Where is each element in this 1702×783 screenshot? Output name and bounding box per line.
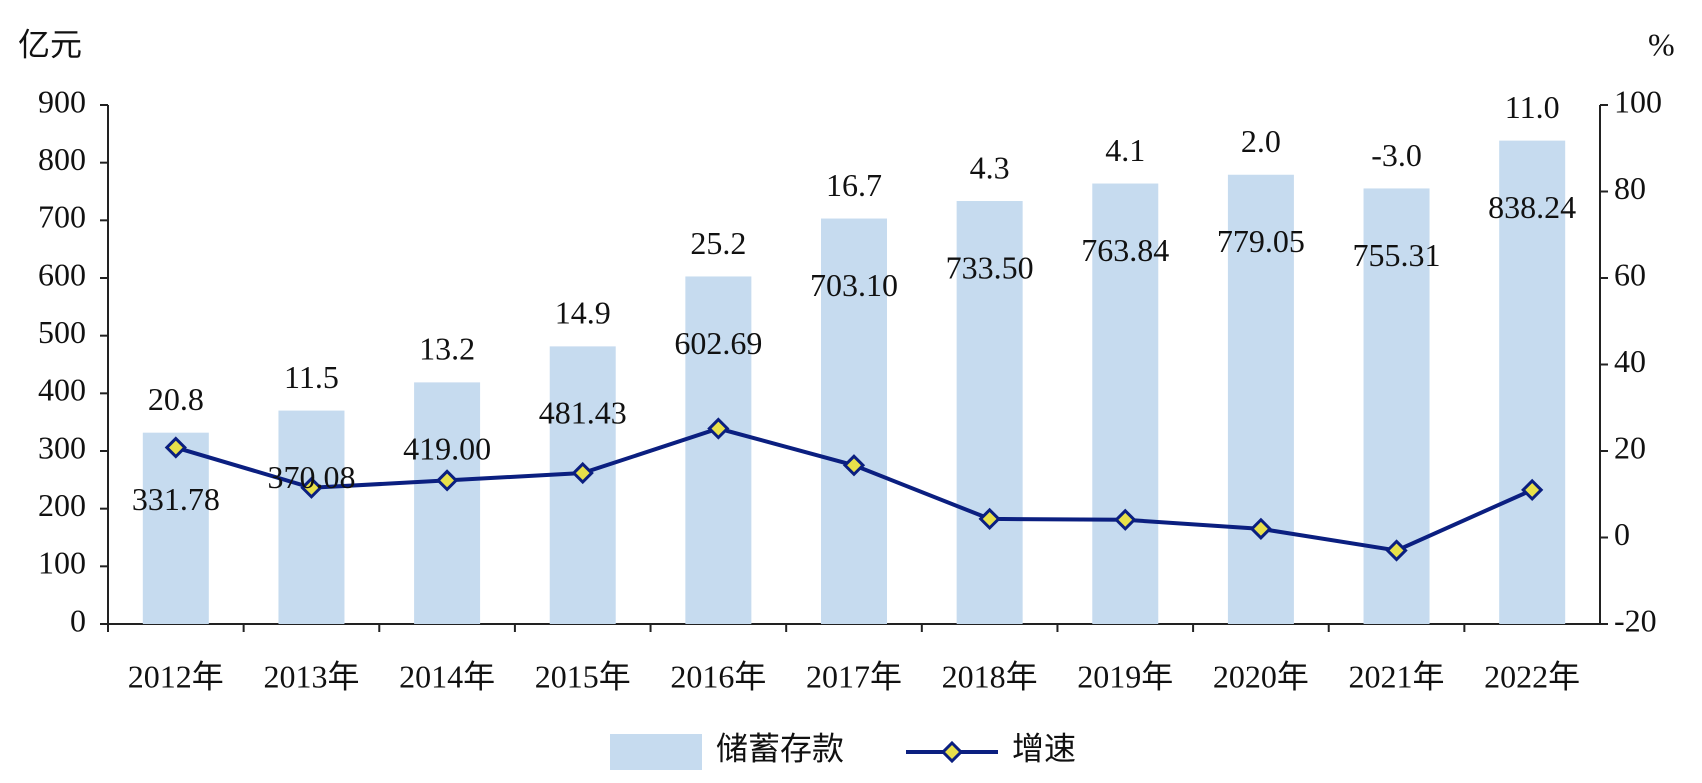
x-tick-label: 2022年 <box>1484 658 1580 694</box>
x-tick-label: 2021年 <box>1349 658 1445 694</box>
y-tick-label: 700 <box>38 199 86 235</box>
y-tick-label: 400 <box>38 372 86 408</box>
y2-tick-label: 0 <box>1614 516 1630 552</box>
marker <box>300 476 323 499</box>
y2-tick-label: 80 <box>1614 170 1646 206</box>
line-value-label: -3.0 <box>1371 137 1422 173</box>
marker <box>1249 517 1273 540</box>
y2-tick-label: 20 <box>1614 429 1646 465</box>
legend-label: 增速 <box>1012 730 1076 766</box>
marker <box>571 461 594 485</box>
bar <box>549 346 616 624</box>
bar <box>278 410 345 624</box>
bar <box>142 432 209 624</box>
bar <box>1227 174 1294 624</box>
bar <box>1092 183 1159 625</box>
y-tick-label: 900 <box>38 83 86 119</box>
bar-value-label: 733.50 <box>946 249 1034 285</box>
bar-value-label: 370.08 <box>267 459 355 495</box>
marker <box>435 469 459 492</box>
line-value-label: 4.1 <box>1105 132 1145 168</box>
bar <box>1499 140 1566 624</box>
x-tick-label: 2014年 <box>399 658 495 694</box>
y2-tick-label: 40 <box>1614 343 1646 379</box>
x-tick-label: 2013年 <box>263 658 359 694</box>
bar-value-label: 331.78 <box>132 481 220 517</box>
line-value-label: 13.2 <box>419 331 475 367</box>
x-tick-label: 2020年 <box>1213 658 1309 694</box>
bar-value-label: 703.10 <box>810 267 898 303</box>
x-tick-label: 2018年 <box>942 658 1038 694</box>
marker <box>1114 508 1137 531</box>
marker <box>978 507 1001 531</box>
bar-value-label: 838.24 <box>1488 189 1576 225</box>
line-value-label: 20.8 <box>148 381 204 417</box>
marker <box>1385 539 1408 562</box>
y2-tick-label: 60 <box>1614 256 1646 292</box>
line-value-label: 14.9 <box>555 295 611 331</box>
line-value-label: 2.0 <box>1241 123 1281 159</box>
bar-value-label: 755.31 <box>1353 237 1441 273</box>
legend-marker <box>940 740 964 764</box>
bar-value-label: 763.84 <box>1081 232 1169 268</box>
bar-value-label: 779.05 <box>1217 223 1305 259</box>
bar-value-label: 602.69 <box>674 325 762 361</box>
line-value-label: 25.2 <box>690 225 746 261</box>
y-tick-label: 500 <box>38 314 86 350</box>
bar <box>956 201 1023 624</box>
bar-value-label: 481.43 <box>539 395 627 431</box>
y-tick-label: 200 <box>38 487 86 523</box>
y-tick-label: 0 <box>70 602 86 638</box>
y-tick-label: 600 <box>38 256 86 292</box>
marker <box>842 454 866 477</box>
y-tick-label: 300 <box>38 429 86 465</box>
line-value-label: 11.0 <box>1505 89 1560 125</box>
y2-tick-label: -20 <box>1614 602 1657 638</box>
bar <box>414 382 481 624</box>
y2-axis-label: % <box>1648 26 1675 62</box>
y-tick-label: 800 <box>38 141 86 177</box>
y2-tick-label: 100 <box>1614 83 1662 119</box>
x-tick-label: 2016年 <box>670 658 766 694</box>
x-tick-label: 2019年 <box>1077 658 1173 694</box>
x-tick-label: 2017年 <box>806 658 902 694</box>
marker <box>164 436 187 459</box>
bar-value-label: 419.00 <box>403 431 491 467</box>
legend-label: 储蓄存款 <box>716 730 844 766</box>
bar <box>821 218 887 625</box>
bar <box>685 276 752 624</box>
line-value-label: 4.3 <box>970 149 1010 185</box>
y-axis-label: 亿元 <box>18 26 82 62</box>
x-tick-label: 2015年 <box>535 658 631 694</box>
line-value-label: 16.7 <box>826 167 882 203</box>
y-tick-label: 100 <box>38 545 86 581</box>
marker <box>707 417 730 440</box>
marker <box>1521 478 1544 502</box>
x-tick-label: 2012年 <box>128 658 224 694</box>
legend-swatch <box>610 734 702 770</box>
line-value-label: 11.5 <box>284 359 339 395</box>
